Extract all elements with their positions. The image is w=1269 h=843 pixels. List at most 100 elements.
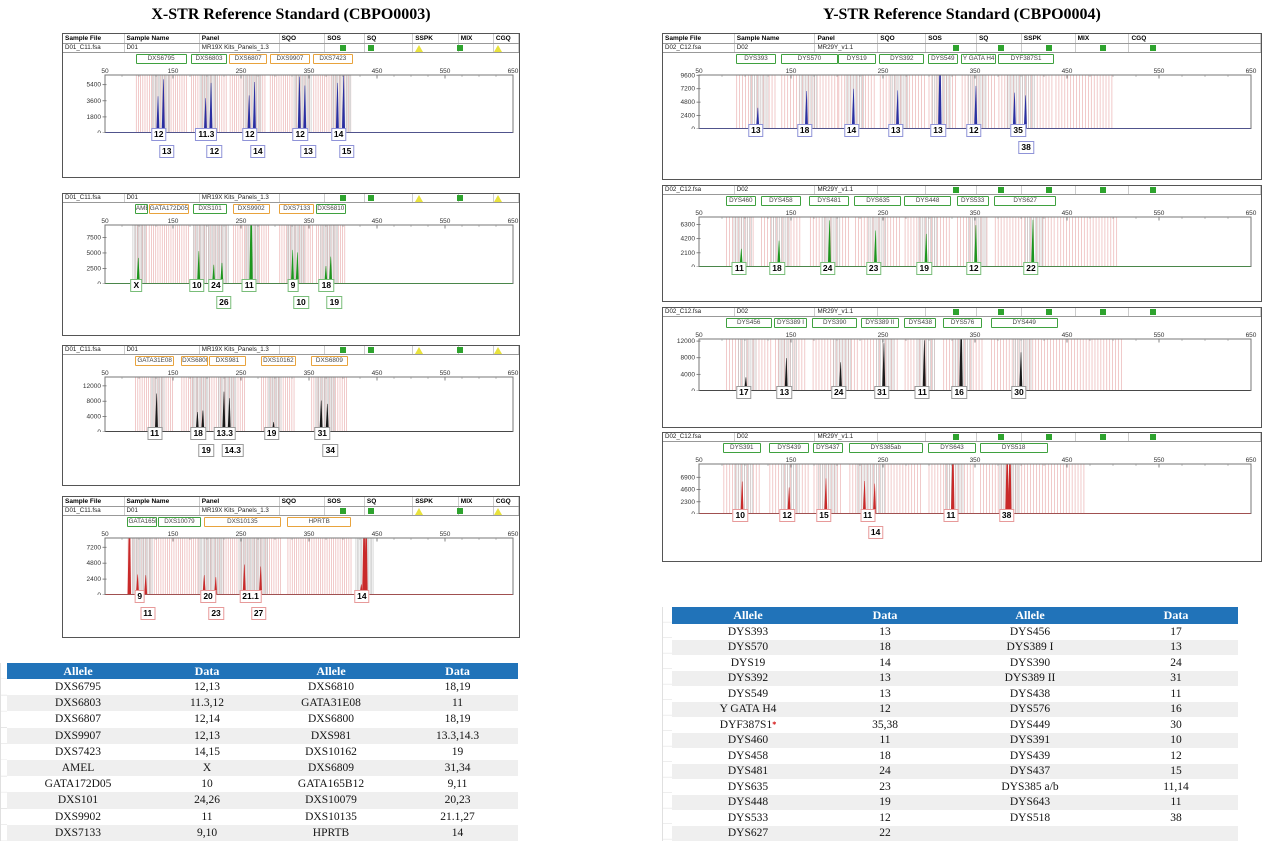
allele-label: 11.3: [195, 128, 218, 141]
svg-text:50: 50: [695, 457, 703, 464]
data-value-cell: 18: [879, 749, 891, 762]
data-value-cell: X: [202, 762, 212, 775]
panel-column-header-row: Sample File Sample Name Panel SQO SOS SQ SSPK M…: [63, 497, 519, 507]
svg-text:9600: 9600: [681, 72, 696, 79]
allele-label: 12: [242, 128, 258, 141]
panel-sample-cell: D01_C11.fsa: [63, 44, 125, 52]
svg-text:450: 450: [372, 531, 383, 538]
panel-header-col: Sample File: [63, 497, 125, 506]
quality-indicator-square-icon: [953, 45, 960, 51]
data-value-cell: 10: [1170, 734, 1182, 747]
panel-header-col: Panel: [200, 34, 280, 43]
allele-label: 18: [769, 262, 785, 275]
allele-name-cell: DYS635: [727, 780, 769, 793]
svg-text:50: 50: [101, 531, 109, 538]
quality-indicator-square-icon: [953, 187, 960, 193]
table-header-cell: Data: [1163, 608, 1189, 622]
panel-sample-cell: [1129, 308, 1261, 316]
allele-name-cell: DYS389 II: [1004, 672, 1056, 685]
asterisk-mark: *: [772, 720, 777, 730]
allele-name-cell: DYS391: [1009, 734, 1051, 747]
marker-box: DXS10135: [203, 517, 282, 527]
panel-sample-cell: D01: [125, 194, 200, 202]
data-value-cell: 30: [1170, 718, 1182, 731]
panel-header-col: SSPK: [1022, 34, 1076, 43]
quality-indicator-square-icon: [456, 195, 463, 201]
quality-indicator-square-icon: [953, 434, 960, 440]
allele-label: 11: [914, 386, 930, 399]
quality-indicator-square-icon: [340, 195, 347, 201]
data-value-cell: 15: [1170, 765, 1182, 778]
svg-text:350: 350: [970, 332, 981, 339]
allele-name-cell: DXS6800: [307, 713, 354, 726]
allele-label: 14: [250, 145, 266, 158]
svg-text:150: 150: [786, 210, 797, 217]
table-row: DYS533 12 DYS518 38: [672, 810, 1238, 826]
allele-name-cell: DXS6810: [307, 681, 354, 694]
svg-text:50: 50: [101, 68, 109, 75]
panel-sample-cell: [325, 44, 365, 52]
marker-box: DXS6800: [181, 356, 208, 366]
marker-box: DXS101: [192, 204, 228, 214]
panel-column-header-row: Sample File Sample Name Panel SQO SOS SQ SSPK M…: [63, 34, 519, 44]
table-row: AMEL X DXS6809 31,34: [7, 759, 518, 777]
panel-sample-row: D01_C11.fsa D01 MR19X Kits_Panels_1.3: [63, 346, 519, 355]
allele-name-cell: AMEL: [61, 762, 95, 775]
svg-text:650: 650: [508, 370, 519, 377]
svg-text:650: 650: [1246, 457, 1257, 464]
svg-text:650: 650: [508, 531, 519, 538]
allele-name-cell: DYS643: [1009, 796, 1051, 809]
quality-indicator-triangle-icon: [494, 347, 503, 354]
allele-label: 18: [318, 279, 335, 292]
marker-box: DYS392: [879, 54, 925, 64]
marker-label-row: DXS6795 DXS6803 DXS6807 DXS9907 DXS7423: [63, 53, 519, 66]
panel-sample-cell: [1076, 433, 1130, 441]
panel-sample-cell: D02: [735, 186, 816, 194]
svg-text:450: 450: [1062, 68, 1073, 75]
marker-box: DYS533: [956, 196, 989, 206]
allele-label: 12: [292, 128, 308, 141]
allele-label: 24: [819, 262, 836, 275]
electropherogram-plot: 50 150 250 350 450 550 650 6900 4600 2300 0: [681, 457, 1257, 514]
table-row: DXS7423 14,15 DXS10162 19: [7, 743, 518, 760]
allele-name-cell: DXS10162: [305, 745, 357, 758]
marker-box: DYS456: [725, 318, 772, 328]
allele-name-cell: DYS448: [727, 796, 769, 809]
allele-label: 30: [1011, 386, 1027, 399]
marker-label-row: DYS393 DYS570 DYS19 DYS392 DYS549 Y GATA H4 DY…: [663, 53, 1261, 66]
table-row: DYS393 13 DYS456 17: [672, 624, 1238, 640]
allele-label: 12: [966, 124, 982, 137]
epg-panel-R1: Sample File Sample Name Panel SQO SOS SQ SSPK M…: [662, 33, 1262, 180]
quality-indicator-square-icon: [1099, 434, 1106, 440]
allele-name-cell: DYS19: [730, 656, 766, 669]
marker-box: DXS6807: [229, 54, 267, 64]
data-value-cell: 31: [1170, 672, 1182, 685]
svg-text:550: 550: [440, 531, 451, 538]
allele-label: 12: [966, 262, 982, 275]
panel-sample-cell: [494, 44, 519, 52]
panel-header-col: Sample File: [63, 34, 125, 43]
marker-box: GATA172D05: [148, 204, 190, 214]
table-row: DXS6807 12,14 DXS6800 18,19: [7, 711, 518, 728]
svg-text:250: 250: [236, 218, 247, 225]
svg-text:1800: 1800: [87, 114, 102, 121]
data-value-cell: 18,19: [444, 713, 471, 726]
panel-sample-row: D02_C12.fsa D02 MR29Y_v1.1: [663, 44, 1261, 53]
panel-sample-cell: [1076, 308, 1130, 316]
svg-text:6300: 6300: [681, 221, 696, 228]
table-row: DXS9907 12,13 DXS981 13.3,14.3: [7, 727, 518, 744]
quality-indicator-square-icon: [1045, 309, 1052, 315]
data-value-cell: 9,11: [447, 778, 468, 791]
allele-label: 34: [322, 444, 339, 457]
allele-label: 14: [354, 590, 370, 603]
svg-text:550: 550: [440, 370, 451, 377]
panel-sample-cell: [365, 346, 414, 354]
panel-sample-row: D01_C11.fsa D01 MR19X Kits_Panels_1.3: [63, 194, 519, 203]
allele-label: 14.3: [221, 444, 244, 457]
svg-text:350: 350: [304, 68, 315, 75]
data-value-cell: 14: [879, 656, 891, 669]
svg-text:550: 550: [1154, 68, 1165, 75]
panel-sample-cell: [365, 507, 414, 515]
panel-header-col: SSPK: [413, 34, 459, 43]
allele-name-cell: DYS549: [727, 687, 769, 700]
